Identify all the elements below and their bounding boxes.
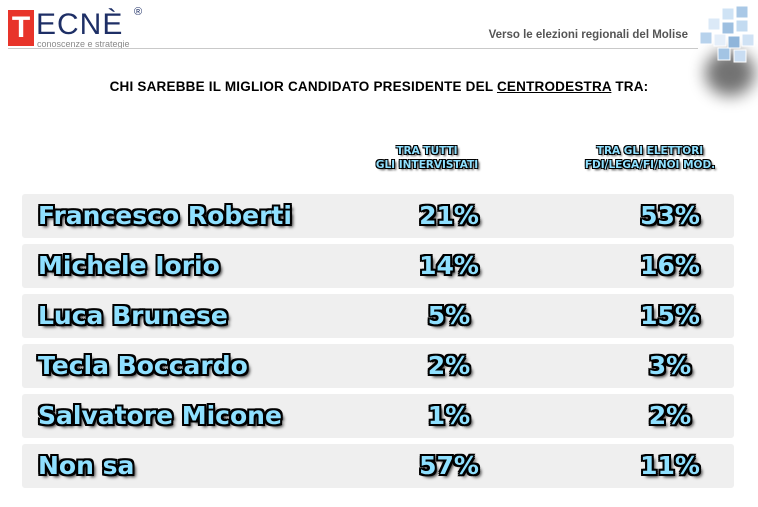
- column-header-line: FDI/LEGA/FI/NOI MOD.: [584, 159, 716, 171]
- value-all: 2%: [427, 351, 471, 380]
- value-all: 14%: [419, 251, 479, 280]
- title-part-underlined: CENTRODESTRA: [496, 79, 612, 94]
- cubes-decoration-icon: [699, 5, 755, 63]
- header-subtitle: Verso le elezioni regionali del Molise: [488, 29, 688, 41]
- value-all: 21%: [419, 201, 479, 230]
- table-row: Francesco Roberti 21% 53%: [22, 194, 734, 238]
- candidate-name: Salvatore Micone: [38, 401, 282, 430]
- column-header-line: TRA GLI ELETTORI: [596, 145, 704, 157]
- column-header-all: TRA TUTTI GLI INTERVISTATI: [352, 144, 502, 172]
- logo-tagline: conoscenze e strategie: [37, 39, 130, 49]
- value-voters: 11%: [640, 451, 700, 480]
- logo-registered: ®: [134, 6, 143, 18]
- value-voters: 16%: [640, 251, 700, 280]
- column-header-line: TRA TUTTI: [396, 145, 458, 157]
- chart-title: CHI SAREBBE IL MIGLIOR CANDIDATO PRESIDE…: [0, 79, 758, 94]
- column-header-line: GLI INTERVISTATI: [375, 159, 479, 171]
- table-row: Tecla Boccardo 2% 3%: [22, 344, 734, 388]
- candidate-name: Michele Iorio: [38, 251, 220, 280]
- candidate-name: Non sa: [38, 451, 135, 480]
- value-all: 1%: [427, 401, 471, 430]
- candidate-name: Luca Brunese: [38, 301, 228, 330]
- value-voters: 53%: [640, 201, 700, 230]
- value-all: 5%: [427, 301, 471, 330]
- table-row: Salvatore Micone 1% 2%: [22, 394, 734, 438]
- table-row: Luca Brunese 5% 15%: [22, 294, 734, 338]
- logo-letter: T: [8, 10, 34, 46]
- header-divider: [8, 48, 698, 49]
- table-row: Michele Iorio 14% 16%: [22, 244, 734, 288]
- value-voters: 15%: [640, 301, 700, 330]
- logo-wordmark: ECNÈ: [36, 8, 124, 41]
- candidate-name: Francesco Roberti: [38, 201, 292, 230]
- table-row: Non sa 57% 11%: [22, 444, 734, 488]
- value-voters: 2%: [648, 401, 692, 430]
- candidate-name: Tecla Boccardo: [38, 351, 248, 380]
- value-voters: 3%: [648, 351, 692, 380]
- value-all: 57%: [419, 451, 479, 480]
- title-part-after: TRA:: [611, 79, 649, 94]
- title-part-before: CHI SAREBBE IL MIGLIOR CANDIDATO PRESIDE…: [109, 79, 497, 94]
- tecne-logo: T ECNÈ ® conoscenze e strategie: [8, 6, 158, 49]
- column-header-voters: TRA GLI ELETTORI FDI/LEGA/FI/NOI MOD.: [560, 144, 740, 172]
